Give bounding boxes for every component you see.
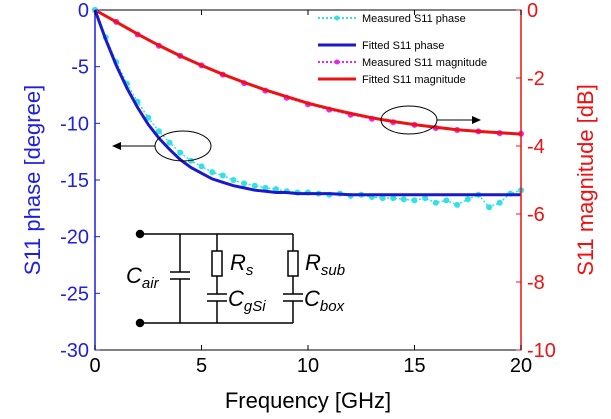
right-tick-label: -8 — [527, 272, 545, 294]
x-axis: 0 5 10 15 20 — [89, 10, 532, 377]
data-point-measured-s11-phase — [390, 195, 397, 202]
left-axis-label: S11 phase [degree] — [20, 85, 45, 275]
left-tick-label: -30 — [60, 340, 89, 362]
left-tick-label: -25 — [60, 283, 89, 305]
left-tick-label: 0 — [78, 0, 89, 22]
equivalent-circuit — [135, 229, 303, 328]
data-point-measured-s11-phase — [230, 177, 237, 183]
legend-label-measured-phase: Measured S11 phase — [362, 13, 466, 25]
x-tick-label: 15 — [403, 355, 425, 377]
legend-label-measured-mag: Measured S11 magnitude — [362, 57, 487, 69]
label-r-sub-main: R — [305, 250, 321, 275]
label-c-air-sub: air — [142, 275, 160, 292]
data-point-measured-s11-phase — [486, 204, 493, 211]
legend: Measured S11 phase Fitted S11 phase Meas… — [318, 13, 487, 86]
label-r-s: Rs — [230, 250, 254, 279]
legend-marker-measured-mag — [334, 59, 340, 65]
label-c-box-sub: box — [320, 298, 345, 315]
legend-label-fitted-phase: Fitted S11 phase — [362, 40, 444, 52]
data-point-measured-s11-phase — [251, 182, 258, 189]
label-c-gsi-main: C — [228, 286, 244, 311]
label-c-gsi: CgSi — [228, 286, 266, 315]
label-c-gsi-sub: gSi — [244, 298, 266, 315]
x-axis-label: Frequency [GHz] — [225, 388, 391, 413]
label-r-s-sub: s — [246, 262, 254, 279]
data-point-measured-s11-phase — [155, 128, 162, 135]
label-c-air: Cair — [126, 263, 160, 292]
right-tick-label: -4 — [527, 136, 545, 158]
legend-label-fitted-mag: Fitted S11 magnitude — [362, 74, 466, 86]
x-tick-label: 20 — [510, 355, 532, 377]
data-point-measured-s11-phase — [177, 149, 184, 156]
data-point-measured-s11-phase — [400, 196, 407, 203]
circuit-top-terminal — [135, 229, 145, 239]
data-point-measured-s11-phase — [219, 172, 226, 179]
x-tick-label: 0 — [89, 355, 100, 377]
left-tick-label: -15 — [60, 170, 89, 192]
left-tick-label: -20 — [60, 227, 89, 249]
label-c-air-main: C — [126, 263, 142, 288]
right-arrow-head — [472, 116, 481, 124]
data-point-measured-s11-phase — [273, 186, 279, 193]
data-point-measured-s11-phase — [379, 195, 386, 202]
data-point-measured-s11-phase — [198, 163, 205, 170]
label-c-box: Cbox — [304, 286, 345, 315]
data-point-measured-s11-phase — [496, 199, 503, 206]
right-tick-label: -2 — [527, 68, 545, 90]
label-r-sub: Rsub — [305, 250, 345, 279]
data-point-measured-s11-phase — [262, 184, 269, 191]
data-point-measured-s11-phase — [209, 169, 216, 176]
data-point-measured-s11-phase — [411, 197, 418, 204]
data-point-measured-s11-phase — [145, 114, 152, 121]
data-point-measured-s11-phase — [432, 199, 439, 206]
right-axis-label: S11 magnitude [dB] — [573, 84, 598, 276]
left-tick-label: -5 — [71, 57, 89, 79]
data-point-measured-s11-phase — [166, 139, 173, 146]
right-axis: 0 -2 -4 -6 -8 -10 — [516, 0, 556, 362]
data-point-measured-s11-phase — [241, 180, 248, 187]
legend-marker-measured-phase — [334, 15, 340, 21]
data-point-measured-s11-phase — [464, 196, 471, 203]
left-tick-label: -10 — [60, 113, 89, 135]
left-arrow-head — [112, 142, 121, 150]
series-line-fitted-s11-magnitude — [94, 8, 522, 136]
label-r-s-main: R — [230, 250, 246, 275]
data-point-measured-s11-phase — [422, 195, 429, 202]
series-line-fitted-s11-phase — [93, 9, 521, 197]
label-c-box-main: C — [304, 286, 320, 311]
x-tick-label: 10 — [297, 355, 319, 377]
right-tick-label: -6 — [527, 204, 545, 226]
x-tick-label: 5 — [196, 355, 207, 377]
data-point-measured-s11-phase — [443, 197, 450, 204]
right-tick-label: 0 — [527, 0, 538, 22]
circuit-bottom-terminal — [135, 318, 145, 328]
annotations — [112, 105, 481, 162]
right-tick-label: -10 — [527, 340, 556, 362]
left-axis: 0 -5 -10 -15 -20 -25 -30 — [60, 0, 100, 362]
data-point-measured-s11-phase — [454, 201, 461, 208]
label-r-sub-sub: sub — [321, 262, 345, 279]
